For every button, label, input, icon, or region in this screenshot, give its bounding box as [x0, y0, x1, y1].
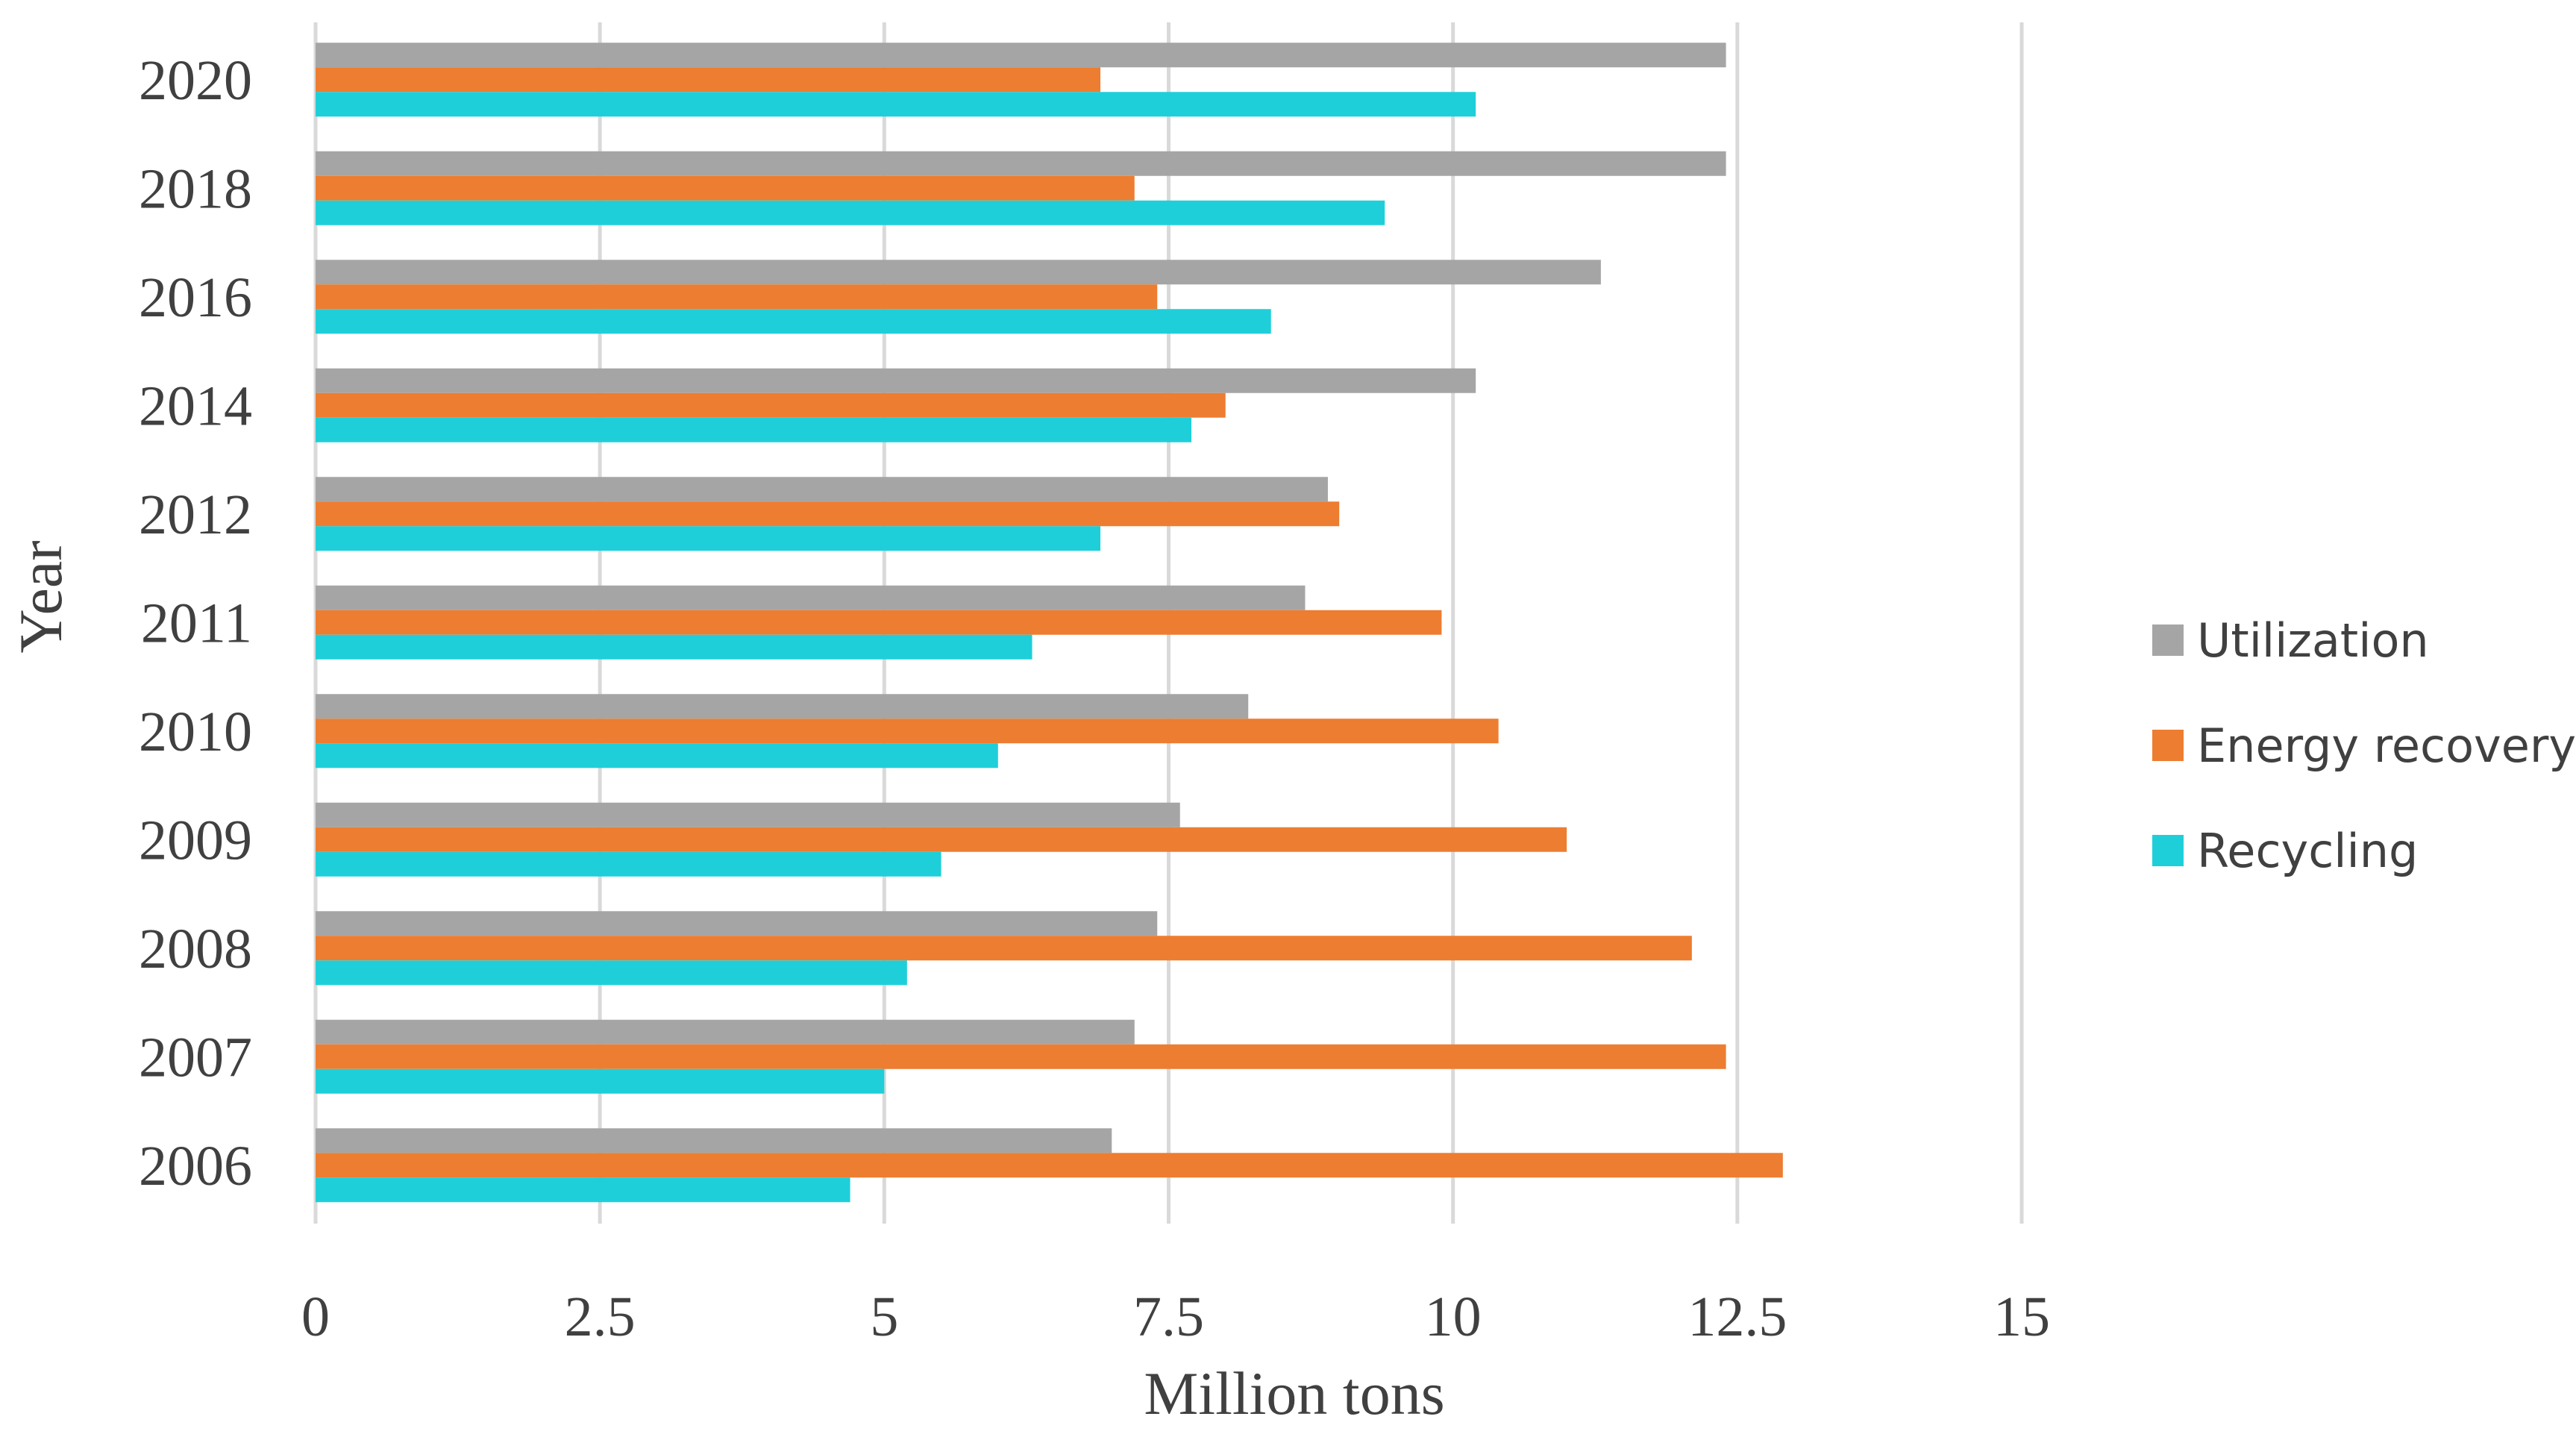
bar-energy-recovery-2007 [316, 1044, 1726, 1069]
x-tick-label-15: 15 [1993, 1286, 2050, 1348]
legend-swatch-energy-recovery [2152, 730, 2184, 761]
bar-recycling-2020 [316, 92, 1476, 117]
x-axis-tick-labels: 0 2.5 5 7.5 10 12.5 15 [301, 1286, 2050, 1348]
bar-energy-recovery-2010 [316, 719, 1499, 744]
y-axis-tick-labels: 2006 2007 2008 2009 2010 2011 2012 2014 2016 2018… [139, 49, 252, 1198]
legend-swatch-recycling [2152, 835, 2184, 866]
y-tick-label-2018: 2018 [139, 157, 252, 220]
x-tick-label-7.5: 7.5 [1133, 1286, 1204, 1348]
x-tick-label-2.5: 2.5 [565, 1286, 636, 1348]
bar-energy-recovery-2018 [316, 175, 1135, 201]
bars [316, 43, 1783, 1203]
bar-energy-recovery-2009 [316, 827, 1567, 852]
y-tick-label-2011: 2011 [141, 592, 252, 654]
bar-recycling-2018 [316, 200, 1385, 225]
bar-utilization-2009 [316, 802, 1180, 827]
bar-recycling-2007 [316, 1068, 885, 1094]
bar-utilization-2014 [316, 368, 1476, 393]
legend-label-energy-recovery: Energy recovery [2197, 719, 2576, 773]
bar-utilization-2010 [316, 694, 1249, 719]
bar-energy-recovery-2020 [316, 67, 1101, 93]
bar-energy-recovery-2016 [316, 284, 1158, 310]
y-tick-label-2008: 2008 [139, 918, 252, 980]
bar-energy-recovery-2012 [316, 501, 1340, 527]
legend-label-recycling: Recycling [2197, 824, 2418, 878]
bar-recycling-2009 [316, 851, 941, 877]
x-tick-label-0: 0 [301, 1286, 330, 1348]
bar-energy-recovery-2011 [316, 610, 1442, 635]
y-tick-label-2010: 2010 [139, 701, 252, 763]
bar-energy-recovery-2014 [316, 392, 1226, 418]
bar-utilization-2008 [316, 911, 1158, 936]
bar-recycling-2016 [316, 309, 1271, 334]
y-tick-label-2007: 2007 [139, 1026, 252, 1089]
bar-utilization-2020 [316, 43, 1726, 68]
y-tick-label-2016: 2016 [139, 266, 252, 329]
legend: Utilization Energy recovery Recycling [2152, 613, 2576, 878]
y-tick-label-2009: 2009 [139, 809, 252, 871]
x-tick-label-10: 10 [1425, 1286, 1482, 1348]
x-tick-label-5: 5 [870, 1286, 898, 1348]
bar-utilization-2016 [316, 260, 1601, 285]
y-tick-label-2006: 2006 [139, 1135, 252, 1198]
legend-swatch-utilization [2152, 624, 2184, 656]
legend-label-utilization: Utilization [2197, 613, 2429, 668]
bar-recycling-2006 [316, 1177, 850, 1203]
bar-energy-recovery-2006 [316, 1153, 1783, 1178]
bar-utilization-2006 [316, 1128, 1112, 1153]
y-tick-label-2014: 2014 [139, 375, 252, 437]
bar-recycling-2010 [316, 743, 998, 768]
bar-utilization-2018 [316, 151, 1726, 176]
bar-recycling-2014 [316, 417, 1191, 442]
y-axis-title: Year [7, 540, 75, 653]
x-tick-label-12.5: 12.5 [1687, 1286, 1787, 1348]
bar-recycling-2012 [316, 526, 1101, 551]
bar-utilization-2012 [316, 477, 1328, 502]
y-tick-label-2012: 2012 [139, 483, 252, 546]
x-axis-title: Million tons [1144, 1359, 1444, 1427]
bar-energy-recovery-2008 [316, 936, 1692, 961]
bar-utilization-2011 [316, 585, 1306, 610]
bar-recycling-2008 [316, 960, 907, 986]
bar-utilization-2007 [316, 1019, 1135, 1045]
y-tick-label-2020: 2020 [139, 49, 252, 112]
bar-recycling-2011 [316, 634, 1032, 660]
